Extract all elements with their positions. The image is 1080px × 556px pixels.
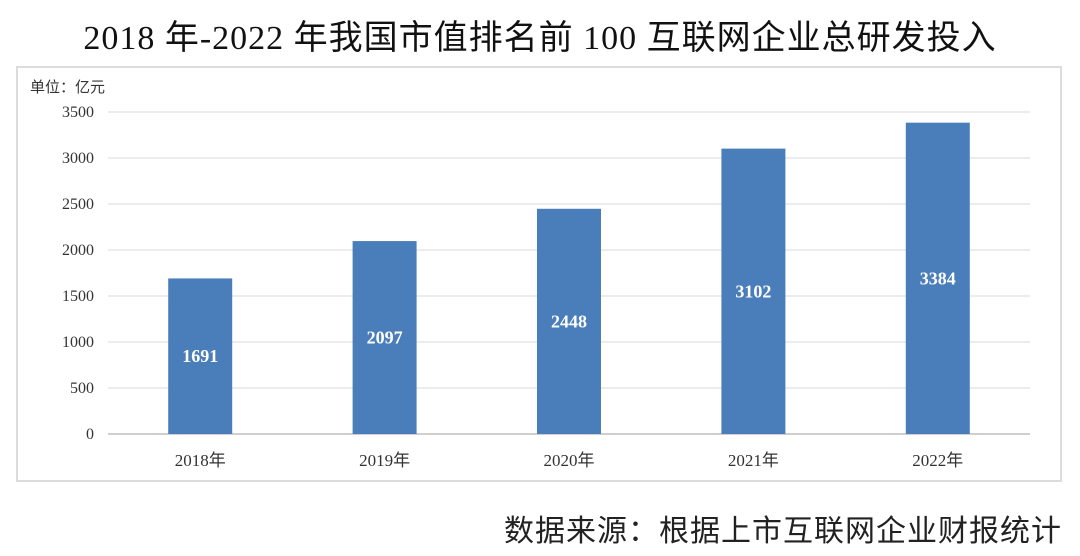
x-tick-label: 2019年 xyxy=(359,451,410,470)
bar xyxy=(168,278,233,434)
y-tick-label: 500 xyxy=(70,380,94,397)
bar xyxy=(905,122,970,434)
bar-value-label: 2448 xyxy=(551,311,587,331)
chart-title: 2018 年-2022 年我国市值排名前 100 互联网企业总研发投入 xyxy=(83,20,997,57)
y-tick-label: 3500 xyxy=(62,104,94,121)
bar xyxy=(352,241,417,434)
x-tick-label: 2020年 xyxy=(544,451,595,470)
bar-value-label: 1691 xyxy=(182,346,218,366)
bar-value-label: 2097 xyxy=(367,328,403,348)
y-tick-label: 2000 xyxy=(62,242,94,259)
y-unit-label: 单位：亿元 xyxy=(30,78,105,96)
bar xyxy=(721,148,786,434)
y-tick-label: 1500 xyxy=(62,288,94,305)
source-note: 数据来源：根据上市互联网企业财报统计 xyxy=(504,514,1062,549)
x-tick-label: 2018年 xyxy=(175,451,226,470)
bar-value-label: 3384 xyxy=(920,268,956,288)
y-tick-label: 1000 xyxy=(62,334,94,351)
y-tick-label: 0 xyxy=(86,426,94,443)
y-tick-label: 3000 xyxy=(62,150,94,167)
x-tick-label: 2022年 xyxy=(912,451,963,470)
bar xyxy=(537,208,601,434)
bar-value-label: 3102 xyxy=(735,281,771,301)
x-tick-label: 2021年 xyxy=(728,451,779,470)
y-tick-label: 2500 xyxy=(62,196,94,213)
